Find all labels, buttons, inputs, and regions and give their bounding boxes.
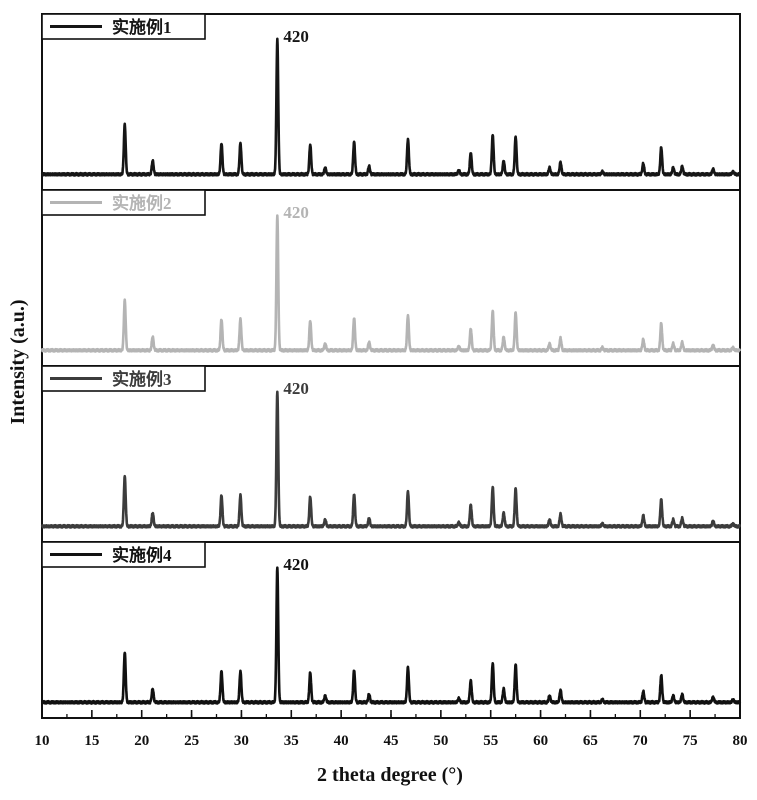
x-tick-label: 30	[234, 733, 249, 749]
pattern-line-1	[40, 37, 742, 177]
x-tick-label: 60	[533, 733, 548, 749]
x-tick-label: 35	[284, 733, 299, 749]
panel-2: 420 实施例2	[40, 189, 742, 367]
x-tick-label: 75	[683, 733, 698, 749]
x-tick-label: 55	[483, 733, 498, 749]
legend-3: 实施例3	[41, 365, 206, 392]
legend-label: 实施例4	[112, 545, 172, 565]
pattern-line-3	[40, 390, 742, 529]
legend-label: 实施例2	[112, 193, 172, 213]
x-tick-label: 25	[184, 733, 199, 749]
x-tick-label: 40	[334, 733, 349, 749]
x-tick-label: 10	[35, 733, 50, 749]
peak-label-420: 420	[283, 27, 309, 46]
pattern-line-4	[40, 566, 742, 705]
x-tick-label: 50	[433, 733, 448, 749]
legend-4: 实施例4	[41, 541, 206, 568]
x-tick-label: 20	[134, 733, 149, 749]
legend-label: 实施例3	[112, 369, 172, 389]
x-tick-label: 70	[633, 733, 648, 749]
x-axis-title: 2 theta degree (°)	[317, 764, 463, 786]
peak-label-420: 420	[283, 203, 309, 222]
x-tick-label: 80	[733, 733, 748, 749]
pattern-line-2	[40, 214, 742, 353]
peak-label-420: 420	[283, 379, 309, 398]
x-tick-label: 45	[384, 733, 399, 749]
legend-2: 实施例2	[41, 189, 206, 216]
panel-4: 420 实施例4	[40, 541, 742, 719]
x-axis: 10 15 20 25 30 35 40 45 50 55 60 65 70 75 80	[35, 710, 748, 749]
x-tick-label: 15	[84, 733, 99, 749]
y-axis-title: Intensity (a.u.)	[7, 299, 29, 424]
legend-label: 实施例1	[112, 17, 172, 37]
panels-layer: 420 实施例1 420 实施例2 420 实施例3 420 实施例4	[40, 13, 742, 719]
legend-1: 实施例1	[41, 13, 206, 40]
peak-label-420: 420	[283, 555, 309, 574]
x-tick-label: 65	[583, 733, 598, 749]
